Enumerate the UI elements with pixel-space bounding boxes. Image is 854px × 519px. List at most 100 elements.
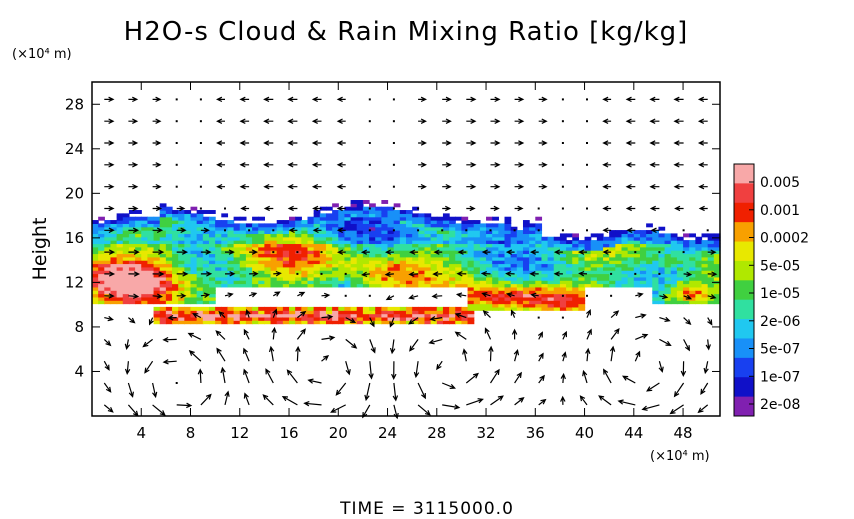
field-cell xyxy=(184,263,192,268)
field-cell xyxy=(110,290,118,295)
field-cell xyxy=(584,263,592,268)
field-cell xyxy=(473,283,481,288)
field-cell xyxy=(325,256,333,261)
field-cell xyxy=(221,280,229,285)
field-cell xyxy=(178,283,185,288)
field-cell xyxy=(455,216,463,221)
field-cell xyxy=(122,236,130,241)
field-cell xyxy=(387,313,395,318)
field-cell xyxy=(572,286,579,291)
field-cell xyxy=(141,300,149,305)
field-cell xyxy=(319,256,327,261)
field-cell xyxy=(190,286,198,291)
field-cell xyxy=(418,316,426,321)
field-cell xyxy=(461,253,469,258)
field-cell xyxy=(369,250,376,255)
field-cell xyxy=(603,243,610,248)
field-cell xyxy=(190,263,198,268)
field-cell xyxy=(258,283,265,288)
field-cell xyxy=(147,236,155,241)
field-cell xyxy=(590,270,598,275)
field-cell xyxy=(492,290,499,295)
field-cell xyxy=(486,306,493,311)
wind-arrow xyxy=(489,229,492,232)
field-cell xyxy=(578,303,586,308)
field-cell xyxy=(369,223,376,228)
field-cell xyxy=(202,256,210,261)
field-cell xyxy=(165,246,173,251)
field-cell xyxy=(116,216,124,221)
field-cell xyxy=(295,223,302,228)
field-cell xyxy=(165,263,173,268)
field-cell xyxy=(190,316,198,321)
wind-arrow xyxy=(287,183,298,190)
field-cell xyxy=(510,240,518,245)
wind-arrow xyxy=(321,355,330,362)
field-cell xyxy=(535,263,543,268)
field-cell xyxy=(270,230,278,235)
field-cell xyxy=(424,250,432,255)
field-cell xyxy=(436,236,444,241)
wind-arrow xyxy=(537,331,543,340)
field-cell xyxy=(301,223,309,228)
colorbar-swatch xyxy=(734,183,754,204)
field-cell xyxy=(590,266,598,271)
wind-arrow xyxy=(384,271,394,277)
field-cell xyxy=(572,266,579,271)
field-cell xyxy=(381,246,389,251)
field-cell xyxy=(172,266,179,271)
field-cell xyxy=(128,296,136,301)
wind-arrow xyxy=(103,338,112,347)
field-cell xyxy=(92,273,99,278)
field-cell xyxy=(332,216,339,221)
field-cell xyxy=(215,320,222,325)
field-cell xyxy=(412,256,419,261)
field-cell xyxy=(350,250,358,255)
field-cell xyxy=(473,253,481,258)
field-cell xyxy=(584,276,592,281)
field-cell xyxy=(467,283,475,288)
field-cell xyxy=(566,243,573,248)
field-cell xyxy=(621,270,629,275)
field-cell xyxy=(227,246,235,251)
field-cell xyxy=(135,263,142,268)
field-cell xyxy=(258,310,265,315)
field-cell xyxy=(153,290,161,295)
field-cell xyxy=(221,236,229,241)
field-cell xyxy=(676,236,684,241)
field-cell xyxy=(221,243,229,248)
field-cell xyxy=(258,280,265,285)
field-cell xyxy=(239,246,247,251)
field-cell xyxy=(424,226,432,231)
field-cell xyxy=(128,256,136,261)
field-cell xyxy=(455,240,463,245)
field-cell xyxy=(122,276,130,281)
field-cell xyxy=(381,216,389,221)
field-cell xyxy=(92,286,99,291)
field-cell xyxy=(369,246,376,251)
field-cell xyxy=(369,273,376,278)
field-cell xyxy=(442,256,450,261)
field-cell xyxy=(689,233,696,238)
field-cell xyxy=(141,283,149,288)
field-cell xyxy=(159,270,167,275)
wind-arrow xyxy=(433,249,443,255)
field-cell xyxy=(609,260,616,265)
field-cell xyxy=(350,273,358,278)
field-cell xyxy=(412,240,419,245)
field-cell xyxy=(522,300,530,305)
field-cell xyxy=(369,280,376,285)
field-cell xyxy=(153,220,161,224)
field-cell xyxy=(683,260,690,265)
field-cell xyxy=(295,253,302,258)
wind-arrow xyxy=(417,207,420,210)
field-cell xyxy=(159,253,167,258)
field-cell xyxy=(116,246,124,251)
field-cell xyxy=(116,276,124,281)
field-cell xyxy=(375,266,382,271)
field-cell xyxy=(338,316,346,321)
field-cell xyxy=(701,266,709,271)
field-cell xyxy=(202,220,210,224)
field-cell xyxy=(184,226,192,231)
field-cell xyxy=(202,300,210,305)
